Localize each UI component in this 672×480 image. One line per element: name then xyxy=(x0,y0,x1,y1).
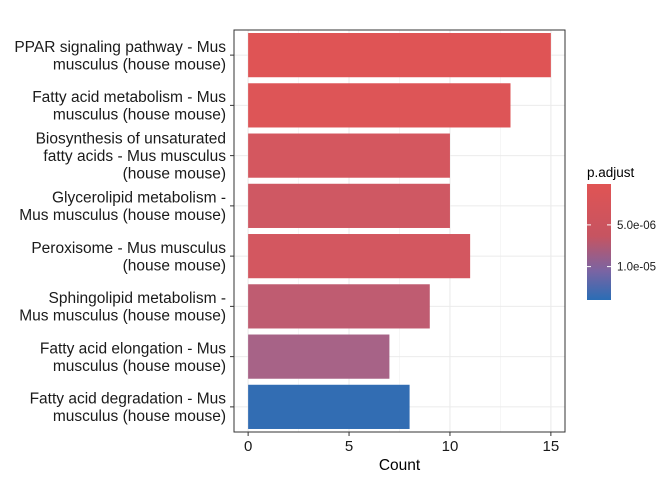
category-label: Sphingolipid metabolism -Mus musculus (h… xyxy=(19,290,226,325)
bar xyxy=(248,183,450,228)
category-label-line: Biosynthesis of unsaturated xyxy=(36,131,226,148)
category-label: Glycerolipid metabolism -Mus musculus (h… xyxy=(19,190,226,225)
x-tick-label: 15 xyxy=(543,438,560,455)
legend: p.adjust 5.0e-06 1.0e-05 xyxy=(587,165,656,300)
category-label-line: Glycerolipid metabolism - xyxy=(52,190,226,207)
legend-title: p.adjust xyxy=(587,165,635,180)
category-label: Fatty acid elongation - Mus musculus (hou… xyxy=(40,340,226,375)
category-label: PPAR signaling pathway - Mus musculus (ho… xyxy=(14,39,226,74)
category-label-line: Fatty acid degradation - Mus xyxy=(30,391,227,408)
legend-colorbar xyxy=(587,184,611,300)
category-labels: PPAR signaling pathway - Mus musculus (ho… xyxy=(14,39,234,425)
bar xyxy=(248,284,430,329)
bar xyxy=(248,83,511,128)
category-label-line: Fatty acid elongation - Mus xyxy=(40,340,226,357)
category-label-line: musculus (house mouse) xyxy=(53,56,226,73)
x-axis-title: Count xyxy=(379,457,421,474)
bar xyxy=(248,234,471,279)
category-label-line: (house mouse) xyxy=(123,257,226,274)
category-label: Peroxisome - Mus musculus (house mouse) xyxy=(31,240,226,275)
plot-panel-border xyxy=(233,29,566,433)
x-tick-label: 5 xyxy=(345,438,353,455)
category-label-line: fatty acids - Mus musculus xyxy=(43,148,226,165)
category-label: Biosynthesis of unsaturated fatty acids -… xyxy=(36,131,227,183)
category-label-line: Mus musculus (house mouse) xyxy=(19,207,226,224)
x-tick-label: 10 xyxy=(442,438,459,455)
category-label-line: Peroxisome - Mus musculus xyxy=(31,240,226,257)
category-label: Fatty acid degradation - Mus musculus (ho… xyxy=(30,391,227,426)
category-label-line: (house mouse) xyxy=(123,166,226,183)
category-label-line: PPAR signaling pathway - Mus xyxy=(14,39,226,56)
bar xyxy=(248,33,551,78)
legend-ticks: 5.0e-06 1.0e-05 xyxy=(587,220,656,274)
category-label-line: Sphingolipid metabolism - xyxy=(49,290,226,307)
category-label-line: musculus (house mouse) xyxy=(53,358,226,375)
x-tick-label: 0 xyxy=(244,438,252,455)
category-label-line: Mus musculus (house mouse) xyxy=(19,308,226,325)
category-label-line: musculus (house mouse) xyxy=(53,408,226,425)
x-axis-ticks: 0 5 10 15 xyxy=(244,432,559,455)
category-label-line: musculus (house mouse) xyxy=(53,107,226,124)
legend-tick-label: 5.0e-06 xyxy=(617,220,656,232)
bars xyxy=(248,33,551,429)
bar xyxy=(248,133,450,178)
bar xyxy=(248,384,410,429)
category-label-line: Fatty acid metabolism - Mus xyxy=(32,89,226,106)
bar xyxy=(248,334,390,379)
legend-tick-label: 1.0e-05 xyxy=(617,262,656,274)
category-label: Fatty acid metabolism - Mus musculus (hou… xyxy=(32,89,226,124)
